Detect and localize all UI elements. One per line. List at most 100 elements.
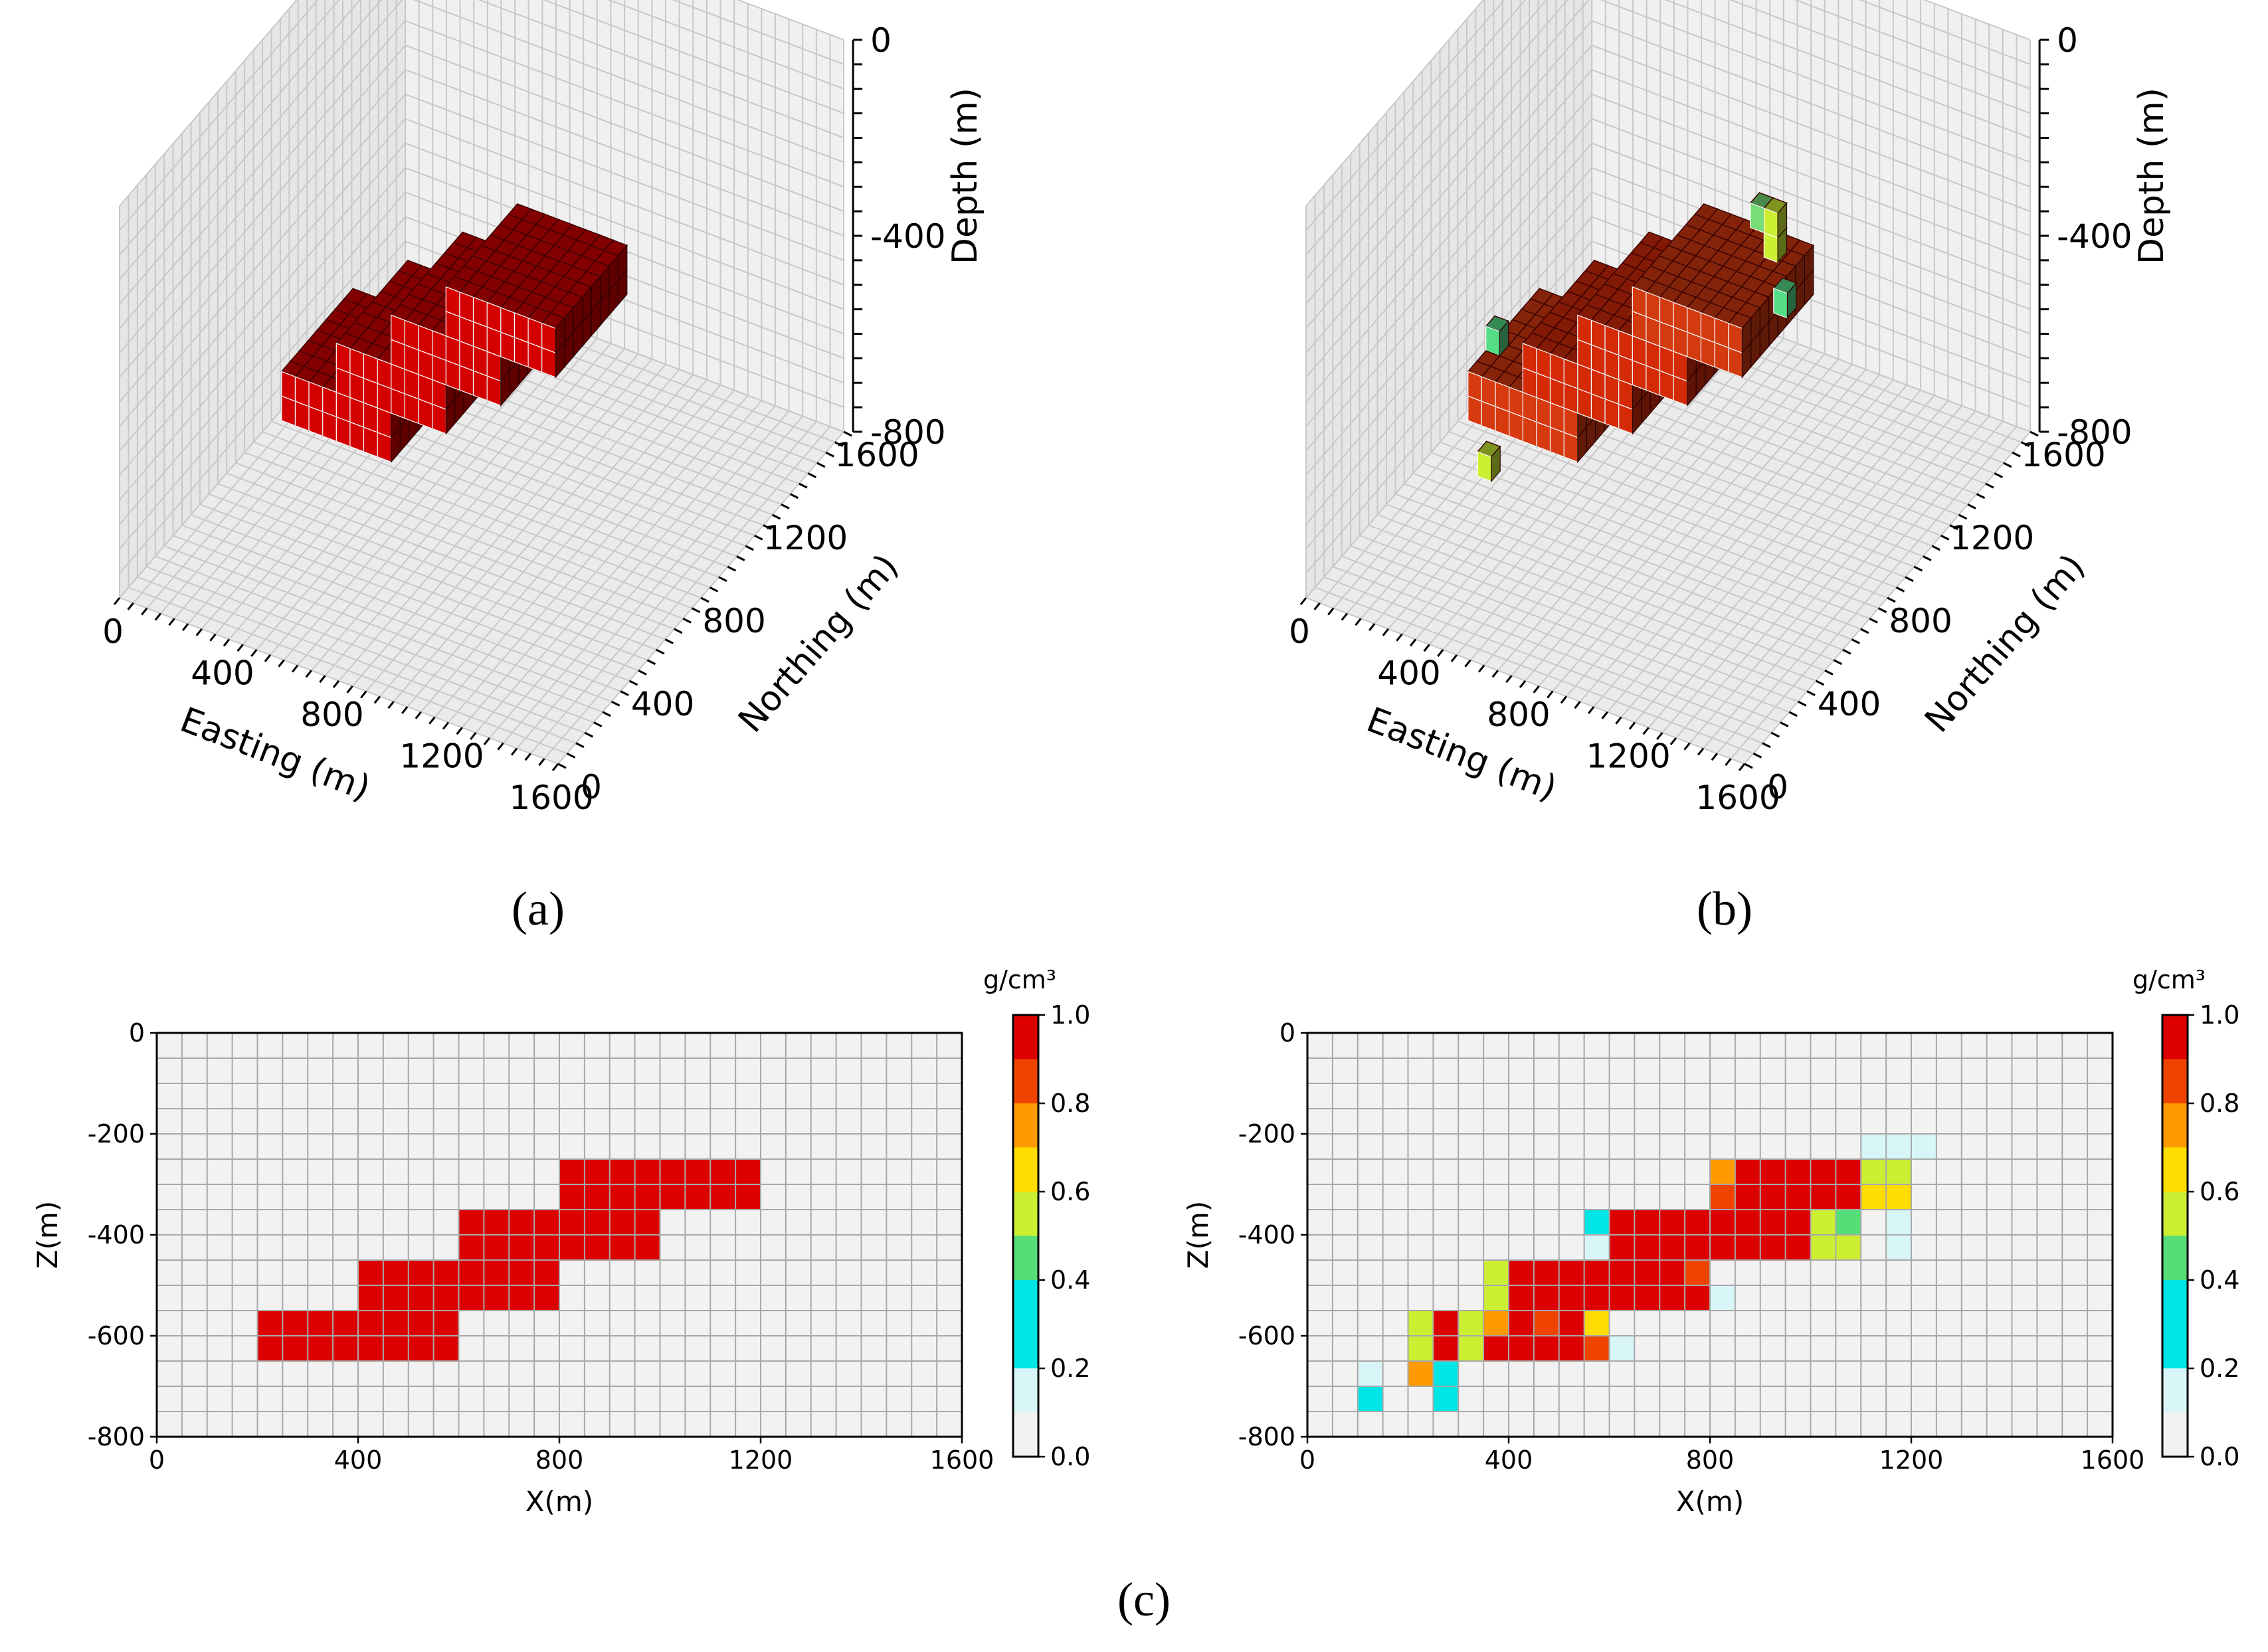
x-tick xyxy=(1711,753,1718,761)
y-tick xyxy=(789,493,799,500)
x-axis-label: X(m) xyxy=(1676,1485,1744,1518)
voxel-blocks xyxy=(280,203,628,464)
y-tick xyxy=(745,545,754,551)
heatmap-cell xyxy=(1886,1235,1911,1260)
voxel-front xyxy=(363,353,378,385)
y-tick xyxy=(763,524,772,530)
y-tick xyxy=(754,534,763,541)
y-tick xyxy=(664,638,674,644)
x-tick xyxy=(181,623,189,631)
voxel-blocks xyxy=(1467,192,1815,483)
y-tick xyxy=(1851,638,1860,644)
x-tick xyxy=(291,664,299,673)
colorbar-tick-label: 1.0 xyxy=(1050,1000,1090,1030)
colorbar-segment xyxy=(2162,1192,2188,1236)
x-tick-label: 1200 xyxy=(1879,1445,1944,1475)
x-axis-label: X(m) xyxy=(525,1485,593,1518)
colorbar-unit-label: g/cm³ xyxy=(2132,965,2206,994)
voxel-front xyxy=(1646,291,1661,323)
y-tick xyxy=(1940,534,1950,541)
x-tick xyxy=(168,618,175,626)
y-tick xyxy=(620,690,629,696)
x-tick xyxy=(1491,670,1499,678)
x-tick xyxy=(113,597,121,605)
panel-b-3d-plot: 0400800120016000400800120016000-400-800E… xyxy=(1289,0,2172,817)
voxel-front xyxy=(1467,371,1482,402)
voxel-front xyxy=(1659,296,1674,328)
x-tick xyxy=(442,721,450,730)
colorbar-segment xyxy=(2162,1324,2188,1368)
y-tick xyxy=(1985,482,1994,489)
panel-c-right-heatmap: 0 400 800 1200 1600 0 -200 -400 -600 -800 X(m) Z(m)… xyxy=(1182,965,2239,1518)
x-tick-label: 400 xyxy=(191,654,254,692)
y-tick xyxy=(1833,659,1843,666)
voxel-front xyxy=(527,317,543,349)
voxel-front xyxy=(500,307,516,338)
x-tick xyxy=(332,680,340,688)
voxel-front xyxy=(377,358,392,389)
colorbar-segment xyxy=(2162,1412,2188,1457)
voxel-front xyxy=(1750,202,1764,234)
z-tick-label: -800 xyxy=(2057,413,2132,452)
x-tick xyxy=(1355,618,1362,626)
heatmap-cell xyxy=(1408,1361,1434,1386)
x-tick-label: 1200 xyxy=(399,737,484,775)
x-tick xyxy=(483,737,491,745)
y-axis-label: Z(m) xyxy=(1182,1201,1214,1269)
y-tick xyxy=(646,659,656,666)
y-tick xyxy=(1976,493,1986,500)
voxel-front xyxy=(1763,207,1778,238)
y-tick xyxy=(557,763,567,769)
x-tick xyxy=(1477,664,1485,673)
colorbar-tick-label: 0.2 xyxy=(1050,1354,1090,1383)
panel-c-left-heatmap: 0 400 800 1200 1600 0 -200 -400 -600 -800 X(m) Z(m)… xyxy=(31,965,1090,1518)
x-tick-label: 0 xyxy=(149,1445,165,1475)
x-tick xyxy=(470,732,477,741)
voxel-front xyxy=(514,312,529,343)
y-axis-label: Northing (m) xyxy=(1917,547,2093,740)
x-tick xyxy=(1601,711,1608,719)
x-tick xyxy=(319,675,326,684)
y-tick xyxy=(718,576,727,583)
y-tick xyxy=(834,441,844,447)
y-tick xyxy=(1770,731,1780,738)
x-tick xyxy=(1423,644,1430,652)
voxel-front xyxy=(281,371,296,402)
heatmap-cell xyxy=(1357,1361,1383,1386)
x-tick xyxy=(538,758,545,767)
y-tick-label: -600 xyxy=(88,1321,145,1350)
x-tick xyxy=(1615,716,1622,725)
y-tick xyxy=(674,628,683,634)
x-tick-label: 1600 xyxy=(2081,1445,2145,1475)
y-tick xyxy=(843,430,852,437)
y-tick xyxy=(1913,565,1923,572)
y-tick xyxy=(1842,648,1851,655)
z-tick-label: -400 xyxy=(2057,217,2132,256)
colorbar-segment xyxy=(1013,1412,1038,1457)
voxel-front xyxy=(1577,314,1592,345)
x-tick xyxy=(1725,758,1732,767)
x-tick xyxy=(1368,623,1376,631)
voxel-front xyxy=(472,296,488,328)
voxel-front xyxy=(432,329,446,361)
y-tick xyxy=(1780,721,1789,727)
voxel-front xyxy=(1728,322,1743,354)
heatmap-cell xyxy=(1584,1210,1610,1235)
y-tick xyxy=(1923,555,1932,561)
x-tick xyxy=(1642,727,1650,735)
heatmap-cell xyxy=(1483,1260,1509,1285)
x-tick xyxy=(1519,680,1527,688)
y-tick-label: -400 xyxy=(1238,1220,1295,1249)
y-tick xyxy=(1994,472,2004,478)
colorbar-segment xyxy=(2162,1015,2188,1059)
voxel-front xyxy=(418,325,433,356)
y-tick xyxy=(1869,617,1878,624)
x-tick xyxy=(1683,742,1691,751)
y-tick xyxy=(1744,763,1753,769)
voxel-front xyxy=(294,376,310,407)
heatmap-cell xyxy=(1408,1336,1434,1361)
heatmap-cell xyxy=(1710,1285,1735,1311)
y-tick xyxy=(1798,700,1807,707)
heatmap-cell xyxy=(1609,1336,1635,1361)
